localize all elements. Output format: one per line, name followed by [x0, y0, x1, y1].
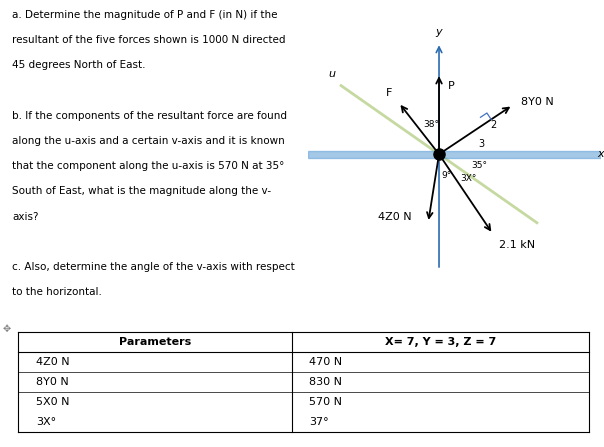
- Text: 4Z0 N: 4Z0 N: [36, 357, 69, 367]
- Text: 570 N: 570 N: [309, 397, 342, 407]
- Text: P: P: [448, 81, 455, 91]
- Text: 2.1 kN: 2.1 kN: [499, 240, 535, 250]
- Text: a. Determine the magnitude of P and F (in N) if the: a. Determine the magnitude of P and F (i…: [12, 10, 277, 20]
- Text: y: y: [435, 27, 442, 37]
- Text: 3: 3: [478, 139, 484, 149]
- Text: x: x: [597, 149, 604, 159]
- Text: 3X°: 3X°: [460, 174, 477, 183]
- Text: 5X0 N: 5X0 N: [36, 397, 69, 407]
- Text: 830 N: 830 N: [309, 377, 342, 387]
- Text: Parameters: Parameters: [118, 337, 191, 347]
- Text: 8Y0 N: 8Y0 N: [36, 377, 68, 387]
- Text: to the horizontal.: to the horizontal.: [12, 287, 102, 297]
- Text: c. Also, determine the angle of the v-axis with respect: c. Also, determine the angle of the v-ax…: [12, 262, 295, 272]
- Text: 37°: 37°: [309, 417, 329, 427]
- Text: 8Y0 N: 8Y0 N: [521, 97, 553, 107]
- Text: 4Z0 N: 4Z0 N: [378, 211, 411, 222]
- Text: X= 7, Y = 3, Z = 7: X= 7, Y = 3, Z = 7: [385, 337, 496, 347]
- Text: along the u-axis and a certain v-axis and it is known: along the u-axis and a certain v-axis an…: [12, 136, 284, 146]
- Text: 9°: 9°: [442, 171, 452, 180]
- Text: 35°: 35°: [471, 161, 487, 170]
- Text: 3X°: 3X°: [36, 417, 56, 427]
- Bar: [308, 151, 601, 158]
- Text: F: F: [386, 88, 393, 98]
- Text: b. If the components of the resultant force are found: b. If the components of the resultant fo…: [12, 111, 287, 121]
- Text: 470 N: 470 N: [309, 357, 342, 367]
- Text: that the component along the u-axis is 570 N at 35°: that the component along the u-axis is 5…: [12, 161, 284, 171]
- Text: u: u: [328, 69, 335, 80]
- Text: ✥: ✥: [3, 325, 11, 334]
- Text: axis?: axis?: [12, 211, 39, 222]
- Text: 2: 2: [490, 120, 496, 130]
- Text: South of East, what is the magnitude along the v-: South of East, what is the magnitude alo…: [12, 186, 271, 196]
- Text: resultant of the five forces shown is 1000 N directed: resultant of the five forces shown is 10…: [12, 35, 286, 45]
- Text: 38°: 38°: [423, 120, 439, 129]
- Text: 45 degrees North of East.: 45 degrees North of East.: [12, 60, 146, 70]
